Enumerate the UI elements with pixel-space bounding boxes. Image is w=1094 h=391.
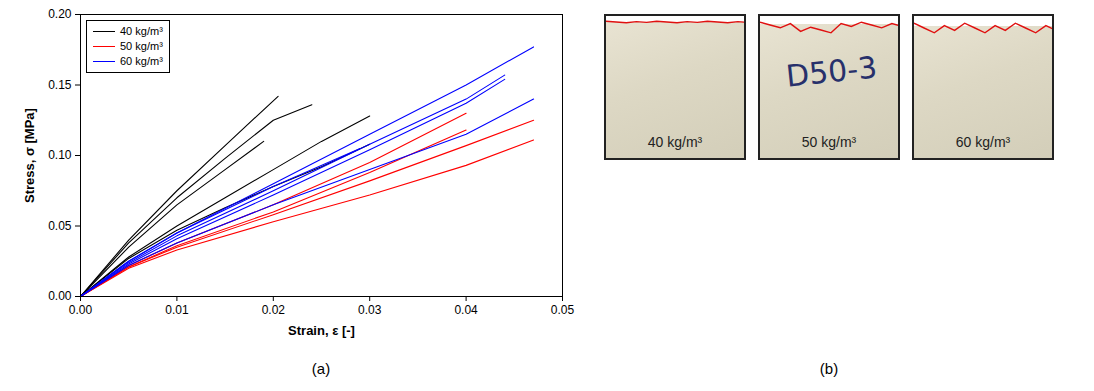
svg-text:0.00: 0.00 [69,303,93,317]
svg-text:0.04: 0.04 [454,303,478,317]
svg-text:0.05: 0.05 [551,303,575,317]
html-text:(b): (b) [819,360,839,377]
html-text:40 kg/m³: 40 kg/m³ [120,25,163,37]
svg-text:0.15: 0.15 [48,78,72,92]
svg-text:0.01: 0.01 [165,303,189,317]
html-text:(a): (a) [311,360,331,377]
html-text:40 kg/m³: 40 kg/m³ [647,134,703,150]
svg-text:0.02: 0.02 [262,303,286,317]
html-text:60 kg/m³: 60 kg/m³ [120,55,163,67]
svg-text:Stress, σ [MPa]: Stress, σ [MPa] [22,108,37,203]
html-text:50 kg/m³: 50 kg/m³ [120,40,163,52]
svg-text:Strain, ε [-]: Strain, ε [-] [288,323,355,338]
svg-text:0.10: 0.10 [48,148,72,162]
html-text:60 kg/m³: 60 kg/m³ [955,134,1011,150]
html-text:D50-3: D50-3 [784,49,879,94]
html-text:50 kg/m³: 50 kg/m³ [801,134,857,150]
svg-text:0.05: 0.05 [48,219,72,233]
svg-text:0.20: 0.20 [48,7,72,21]
svg-text:0.03: 0.03 [358,303,382,317]
svg-text:0.00: 0.00 [48,289,72,303]
